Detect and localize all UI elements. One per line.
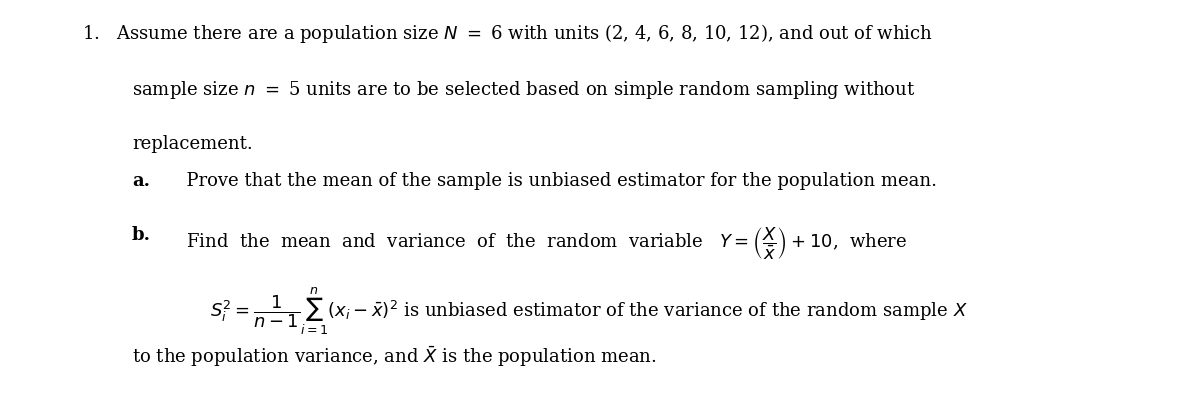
Text: b.: b. — [132, 226, 151, 244]
Text: to the population variance, and $\bar{X}$ is the population mean.: to the population variance, and $\bar{X}… — [132, 345, 656, 369]
Text: Find  the  mean  and  variance  of  the  random  variable   $Y = \left(\dfrac{X}: Find the mean and variance of the random… — [175, 226, 907, 262]
Text: sample size $n$ $=$ 5 units are to be selected based on simple random sampling w: sample size $n$ $=$ 5 units are to be se… — [132, 79, 916, 101]
Text: Prove that the mean of the sample is unbiased estimator for the population mean.: Prove that the mean of the sample is unb… — [175, 172, 937, 190]
Text: 1.   Assume there are a population size $N$ $=$ 6 with units (2, 4, 6, 8, 10, 12: 1. Assume there are a population size $N… — [82, 22, 932, 45]
Text: replacement.: replacement. — [132, 135, 253, 152]
Text: a.: a. — [132, 172, 150, 190]
Text: $S_i^2 = \dfrac{1}{n-1}\sum_{i=1}^{n}(x_i - \bar{x})^2$ is unbiased estimator of: $S_i^2 = \dfrac{1}{n-1}\sum_{i=1}^{n}(x_… — [210, 286, 967, 337]
